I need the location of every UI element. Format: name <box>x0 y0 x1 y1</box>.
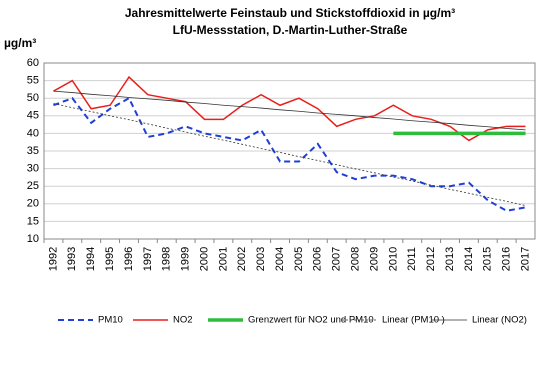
x-tick-label: 2006 <box>312 247 324 271</box>
chart-subtitle: LfU-Messstation, D.-Martin-Luther-Straße <box>173 23 408 37</box>
y-tick-label: 45 <box>27 110 39 122</box>
legend-label: PM10 <box>98 315 123 326</box>
x-tick-label: 2004 <box>274 247 286 271</box>
y-tick-label: 25 <box>27 180 39 192</box>
x-tick-label: 2013 <box>444 247 456 271</box>
x-tick-label: 2008 <box>350 247 362 271</box>
x-tick-label: 2017 <box>519 247 531 271</box>
series-line <box>53 75 526 142</box>
x-tick-label: 2001 <box>217 247 229 271</box>
x-tick-label: 2000 <box>198 247 210 271</box>
x-tick-label: 1995 <box>104 247 116 271</box>
x-tick-label: 2003 <box>255 247 267 271</box>
legend-label: Linear (PM10 ) <box>382 315 445 326</box>
y-tick-label: 40 <box>27 127 39 139</box>
y-tick-label: 60 <box>27 57 39 69</box>
series-line <box>53 96 526 212</box>
x-tick-label: 1994 <box>85 247 97 271</box>
x-tick-label: 1998 <box>161 247 173 271</box>
x-tick-label: 1997 <box>142 247 154 271</box>
x-tick-label: 2014 <box>463 247 475 271</box>
x-tick-label: 2010 <box>387 247 399 271</box>
x-tick-label: 2011 <box>406 247 418 271</box>
legend-label: Grenzwert für NO2 und PM10 <box>248 315 374 326</box>
y-tick-label: 35 <box>27 145 39 157</box>
x-tick-label: 2005 <box>293 247 305 271</box>
legend-label: NO2 <box>173 315 193 326</box>
x-tick-label: 2002 <box>236 247 248 271</box>
chart-title: Jahresmittelwerte Feinstaub und Sticksto… <box>125 6 455 20</box>
x-tick-label: 1999 <box>180 247 192 271</box>
y-tick-label: 10 <box>27 233 39 245</box>
x-tick-label: 2007 <box>331 247 343 271</box>
series-line <box>53 103 526 206</box>
x-tick-label: 1993 <box>66 247 78 271</box>
x-tick-label: 2015 <box>482 247 494 271</box>
y-tick-label: 15 <box>27 215 39 227</box>
x-tick-label: 2016 <box>501 247 513 271</box>
y-tick-label: 20 <box>27 198 39 210</box>
x-tick-label: 1996 <box>123 247 135 271</box>
y-tick-label: 55 <box>27 75 39 87</box>
y-tick-label: 50 <box>27 92 39 104</box>
x-tick-label: 2009 <box>368 247 380 271</box>
y-tick-label: 30 <box>27 163 39 175</box>
x-tick-label: 1992 <box>47 247 59 271</box>
series-line <box>53 90 526 131</box>
legend-label: Linear (NO2) <box>472 315 527 326</box>
x-tick-label: 2012 <box>425 247 437 271</box>
y-axis-label: µg/m³ <box>4 36 36 50</box>
